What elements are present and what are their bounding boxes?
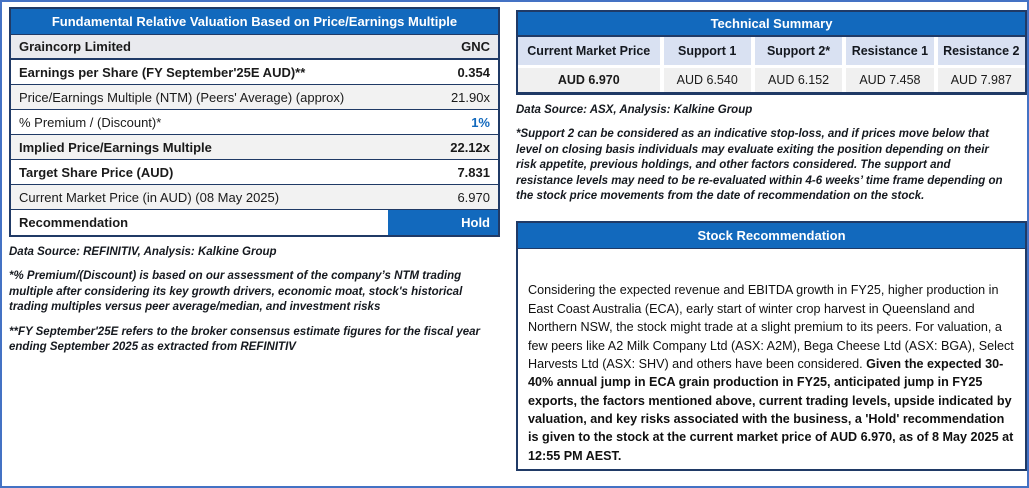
row-value: 21.90x — [450, 89, 490, 105]
company-name: Graincorp Limited — [19, 39, 131, 54]
resistance-1-value: AUD 7.458 — [846, 68, 934, 92]
fy-estimate-footnote: **FY September'25E refers to the broker … — [9, 325, 481, 354]
support-2-footnote: *Support 2 can be considered as an indic… — [516, 128, 1003, 203]
table-row-recommendation: Recommendation Hold — [11, 210, 498, 235]
premium-discount-footnote: *% Premium/(Discount) is based on our as… — [9, 270, 463, 314]
technical-summary-value-row: AUD 6.970 AUD 6.540 AUD 6.152 AUD 7.458 … — [518, 68, 1025, 92]
row-value: 22.12x — [450, 139, 490, 155]
technical-summary-title: Technical Summary — [518, 12, 1025, 37]
ticker-symbol: GNC — [461, 39, 490, 54]
technical-summary-panel: Technical Summary Current Market Price S… — [516, 10, 1027, 472]
row-value: 6.970 — [457, 189, 490, 205]
table-row-eps: Earnings per Share (FY September'25E AUD… — [11, 60, 498, 85]
stock-recommendation-text: Considering the expected revenue and EBI… — [518, 249, 1025, 469]
data-source-note: Data Source: REFINITIV, Analysis: Kalkin… — [9, 246, 277, 258]
fundamental-valuation-table: Fundamental Relative Valuation Based on … — [9, 7, 500, 237]
row-value: 7.831 — [457, 164, 490, 180]
row-value: 0.354 — [457, 64, 490, 80]
row-label: Recommendation — [19, 215, 129, 230]
column-header-resistance-2: Resistance 2 — [937, 37, 1025, 65]
stock-recommendation-box: Stock Recommendation Considering the exp… — [516, 221, 1027, 472]
row-label: Target Share Price (AUD) — [19, 164, 174, 180]
row-value: 1% — [471, 114, 490, 130]
support-2-value: AUD 6.152 — [754, 68, 843, 92]
current-market-price-value: AUD 6.970 — [518, 68, 660, 92]
recommendation-badge: Hold — [388, 210, 498, 235]
row-label: Earnings per Share (FY September'25E AUD… — [19, 64, 306, 80]
row-label: Current Market Price (in AUD) (08 May 20… — [19, 189, 280, 205]
table-row-target-price: Target Share Price (AUD) 7.831 — [11, 160, 498, 185]
row-label: % Premium / (Discount)* — [19, 114, 162, 130]
support-1-value: AUD 6.540 — [663, 68, 751, 92]
column-header-resistance-1: Resistance 1 — [846, 37, 934, 65]
recommendation-text-regular: Considering the expected revenue and EBI… — [528, 283, 1014, 371]
row-label: Implied Price/Earnings Multiple — [19, 139, 212, 155]
row-label: Price/Earnings Multiple (NTM) (Peers' Av… — [19, 89, 345, 105]
asx-data-source-note: Data Source: ASX, Analysis: Kalkine Grou… — [516, 104, 753, 116]
column-header-current-market-price: Current Market Price — [518, 37, 660, 65]
table-row-premium-discount: % Premium / (Discount)* 1% — [11, 110, 498, 135]
table-row-pe-multiple: Price/Earnings Multiple (NTM) (Peers' Av… — [11, 85, 498, 110]
recommendation-text-bold: Given the expected 30-40% annual jump in… — [528, 356, 1014, 463]
resistance-2-value: AUD 7.987 — [937, 68, 1025, 92]
column-header-support-1: Support 1 — [663, 37, 751, 65]
table-row-current-price: Current Market Price (in AUD) (08 May 20… — [11, 185, 498, 210]
fundamental-valuation-panel: Fundamental Relative Valuation Based on … — [9, 7, 500, 355]
table-row-implied-pe: Implied Price/Earnings Multiple 22.12x — [11, 135, 498, 160]
column-header-support-2: Support 2* — [754, 37, 843, 65]
fundamental-valuation-title: Fundamental Relative Valuation Based on … — [11, 9, 498, 35]
technical-summary-table: Technical Summary Current Market Price S… — [516, 10, 1027, 95]
stock-recommendation-title: Stock Recommendation — [518, 223, 1025, 250]
table-row-company: Graincorp Limited GNC — [11, 35, 498, 60]
technical-summary-header-row: Current Market Price Support 1 Support 2… — [518, 37, 1025, 65]
